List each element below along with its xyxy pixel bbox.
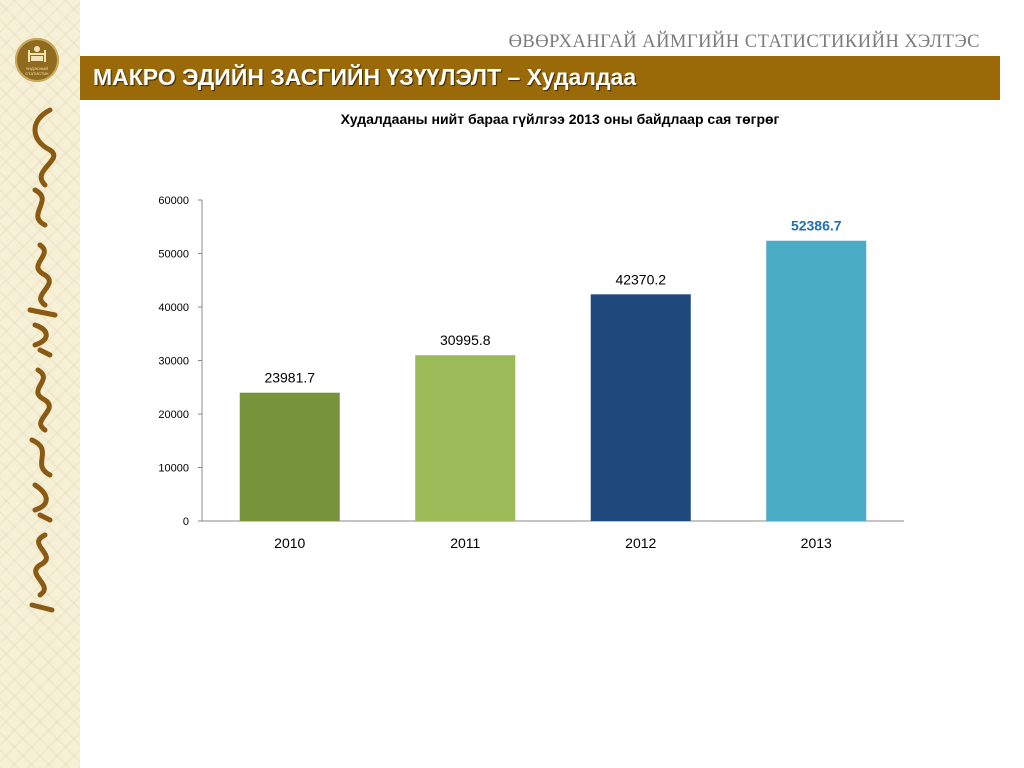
statistics-emblem-icon: ҮНДЭСНИЙ СТАТИСТИК xyxy=(15,38,59,82)
decorative-sidebar: ҮНДЭСНИЙ СТАТИСТИК xyxy=(0,0,80,768)
emblem-label: ҮНДЭСНИЙ СТАТИСТИК xyxy=(25,66,49,76)
bar-2010 xyxy=(239,392,340,521)
bar-2011 xyxy=(415,355,516,521)
y-tick-label: 20000 xyxy=(158,409,189,421)
bar-2012 xyxy=(590,294,691,521)
x-tick-label: 2013 xyxy=(801,535,832,551)
mongolian-script-decoration xyxy=(27,107,58,613)
data-label-2011: 30995.8 xyxy=(440,332,491,348)
x-tick-label: 2010 xyxy=(274,535,305,551)
data-label-2013: 52386.7 xyxy=(791,218,842,234)
plot-area: 0 10000 20000 30000 40000 50000 60000 23981.7 20… xyxy=(158,195,904,551)
y-tick-label: 40000 xyxy=(158,302,189,314)
chart-title: Худалдааны нийт бараа гүйлгээ 2013 оны б… xyxy=(340,111,780,127)
bar-2013 xyxy=(766,240,867,522)
data-label-2010: 23981.7 xyxy=(264,370,315,386)
x-tick-label: 2012 xyxy=(625,535,656,551)
y-tick-label: 50000 xyxy=(158,249,189,261)
y-tick-label: 0 xyxy=(183,516,189,528)
title-banner: МАКРО ЭДИЙН ЗАСГИЙН ҮЗҮҮЛЭЛТ – Худалдаа xyxy=(80,56,1000,103)
soyombo-icon xyxy=(28,46,46,62)
data-label-2012: 42370.2 xyxy=(615,271,666,287)
x-tick-label: 2011 xyxy=(450,535,480,551)
y-tick-label: 60000 xyxy=(158,195,189,207)
page-title: МАКРО ЭДИЙН ЗАСГИЙН ҮЗҮҮЛЭЛТ – Худалдаа xyxy=(93,64,637,90)
y-tick-label: 10000 xyxy=(158,463,189,475)
y-tick-label: 30000 xyxy=(158,356,189,368)
organization-title: ӨВӨРХАНГАЙ АЙМГИЙН СТАТИСТИКИЙН ХЭЛТЭС xyxy=(508,32,980,52)
